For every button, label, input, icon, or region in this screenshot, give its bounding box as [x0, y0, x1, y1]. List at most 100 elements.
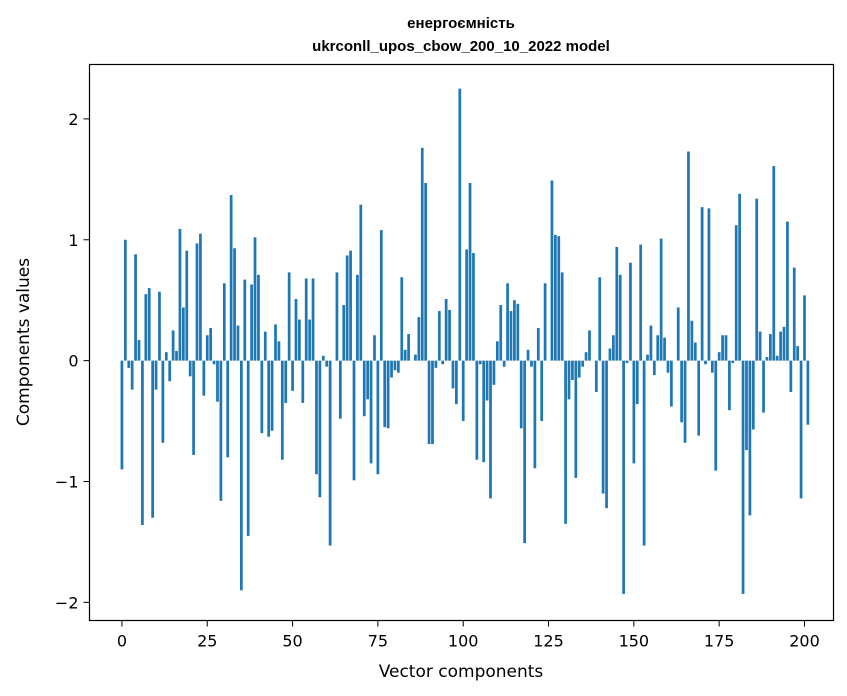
bar-130	[564, 360, 567, 524]
bar-164	[680, 360, 683, 423]
bar-59	[321, 355, 325, 361]
bar-42	[263, 331, 267, 361]
y-tick-label--1: −1	[55, 473, 79, 492]
bar-181	[738, 193, 742, 361]
bar-44	[270, 360, 274, 431]
bar-97	[451, 360, 455, 389]
x-tick-label-125: 125	[533, 632, 564, 651]
bar-41	[260, 360, 264, 434]
bar-24	[202, 360, 206, 396]
bar-124	[543, 283, 547, 361]
bar-109	[492, 360, 496, 385]
bar-198	[796, 346, 800, 361]
bar-119	[526, 349, 530, 361]
bar-116	[516, 303, 520, 361]
y-tick-label-1: 1	[68, 231, 78, 250]
x-tick-label-50: 50	[282, 632, 302, 651]
bar-101	[465, 249, 468, 361]
bar-145	[615, 247, 619, 361]
bar-18	[181, 307, 185, 361]
bar-153	[642, 360, 646, 546]
bar-107	[485, 360, 489, 401]
x-tick-label-150: 150	[619, 632, 650, 651]
bar-52	[298, 319, 301, 361]
bar-93	[437, 311, 441, 361]
plot-frame	[88, 63, 835, 622]
bar-53	[301, 360, 305, 403]
bar-193	[779, 331, 782, 361]
bar-105	[478, 360, 482, 365]
x-tick-label-75: 75	[368, 632, 388, 651]
bar-113	[506, 283, 509, 361]
bar-191	[772, 166, 776, 361]
bar-99	[458, 88, 462, 361]
bar-45	[274, 324, 277, 361]
bar-134	[577, 360, 581, 378]
bar-30	[222, 283, 226, 361]
chart-title-line1: енергоємність	[407, 15, 515, 32]
bar-50	[291, 360, 294, 391]
bar-54	[304, 278, 308, 361]
bar-1	[123, 239, 127, 361]
bar-47	[280, 360, 284, 460]
bar-102	[468, 182, 472, 361]
bar-71	[362, 360, 366, 417]
bar-90	[427, 360, 431, 445]
bar-48	[284, 360, 288, 403]
bar-72	[366, 360, 370, 400]
bar-25	[205, 335, 209, 361]
bar-19	[185, 250, 189, 361]
bar-82	[400, 277, 404, 361]
bar-23	[199, 233, 202, 361]
bar-139	[594, 360, 598, 393]
bar-80	[393, 360, 397, 371]
bar-12	[161, 360, 165, 443]
bar-135	[581, 360, 585, 367]
bar-32	[229, 195, 233, 361]
bar-120	[530, 360, 533, 367]
bar-132	[571, 360, 574, 380]
bars-group	[120, 88, 810, 594]
bar-16	[175, 350, 178, 361]
bar-75	[376, 360, 380, 475]
bar-194	[782, 326, 786, 361]
bar-87	[417, 317, 421, 361]
bar-14	[168, 360, 172, 382]
x-tick-label-175: 175	[704, 632, 735, 651]
x-tick-label-100: 100	[448, 632, 479, 651]
bar-64	[338, 360, 342, 419]
bar-184	[748, 360, 752, 516]
bar-98	[455, 360, 458, 405]
bar-8	[147, 288, 151, 361]
bar-17	[178, 228, 182, 361]
bar-3	[130, 360, 134, 390]
bar-84	[407, 334, 410, 361]
bar-43	[267, 360, 271, 437]
bar-7	[144, 294, 148, 361]
bar-36	[243, 279, 247, 361]
x-axis-ticks: 0 25 50 75 100 125 150 175 200	[117, 620, 820, 651]
bar-149	[629, 262, 632, 361]
bar-58	[318, 360, 322, 498]
bar-197	[792, 267, 796, 361]
bar-100	[461, 360, 465, 422]
bar-121	[533, 360, 537, 469]
bar-37	[246, 360, 250, 536]
bar-95	[444, 298, 448, 361]
bar-110	[495, 341, 499, 361]
bar-195	[786, 221, 789, 361]
bar-129	[560, 272, 564, 361]
bar-147	[622, 360, 625, 594]
x-tick-label-200: 200	[789, 632, 820, 651]
bar-167	[690, 320, 694, 361]
x-axis-label: Vector components	[379, 662, 544, 682]
bar-67	[349, 250, 352, 361]
bar-200	[803, 295, 806, 361]
bar-175	[717, 352, 721, 361]
bar-22	[195, 243, 199, 361]
bar-29	[219, 360, 223, 501]
y-tick-label--2: −2	[55, 593, 79, 612]
bar-180	[734, 225, 738, 361]
bar-39	[253, 237, 257, 361]
bar-20	[188, 360, 192, 377]
